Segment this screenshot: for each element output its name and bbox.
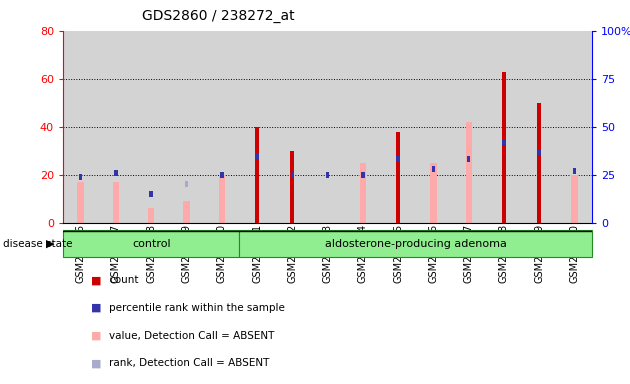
Bar — [113, 182, 119, 223]
Bar — [185, 181, 188, 187]
Bar — [290, 172, 294, 178]
Bar — [360, 163, 366, 223]
Bar — [255, 152, 259, 159]
Bar — [502, 71, 506, 223]
Bar — [149, 191, 153, 197]
Bar — [537, 103, 541, 223]
Bar — [467, 156, 471, 162]
Bar — [430, 163, 437, 223]
Bar — [326, 172, 329, 178]
Bar — [537, 149, 541, 155]
Bar — [114, 170, 118, 176]
Bar — [432, 166, 435, 172]
Text: ■: ■ — [91, 275, 102, 285]
Bar — [573, 168, 576, 174]
Text: ■: ■ — [91, 358, 102, 368]
Bar — [63, 230, 239, 257]
Bar — [396, 156, 400, 162]
Text: percentile rank within the sample: percentile rank within the sample — [109, 303, 285, 313]
Bar — [290, 151, 294, 223]
Text: rank, Detection Call = ABSENT: rank, Detection Call = ABSENT — [109, 358, 270, 368]
Text: disease state: disease state — [3, 239, 72, 249]
Text: ▶: ▶ — [47, 239, 55, 249]
Bar — [255, 127, 259, 223]
Text: value, Detection Call = ABSENT: value, Detection Call = ABSENT — [109, 331, 275, 341]
Text: control: control — [132, 239, 171, 249]
Bar — [502, 139, 506, 145]
Bar — [148, 208, 154, 223]
Text: ■: ■ — [91, 303, 102, 313]
Text: count: count — [109, 275, 139, 285]
Bar — [396, 131, 400, 223]
Bar — [183, 201, 190, 223]
Text: aldosterone-producing adenoma: aldosterone-producing adenoma — [325, 239, 507, 249]
Bar — [77, 182, 84, 223]
Text: ■: ■ — [91, 331, 102, 341]
Bar — [361, 172, 365, 178]
Text: GDS2860 / 238272_at: GDS2860 / 238272_at — [142, 9, 295, 23]
Bar — [239, 230, 592, 257]
Bar — [571, 175, 578, 223]
Bar — [219, 175, 225, 223]
Bar — [466, 122, 472, 223]
Bar — [220, 172, 224, 178]
Bar — [79, 174, 83, 180]
